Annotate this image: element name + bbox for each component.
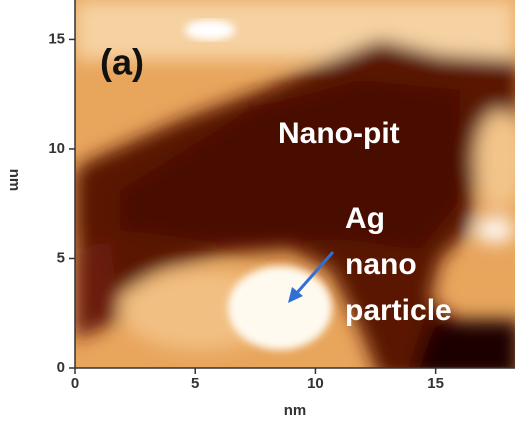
x-tick-label: 15: [427, 375, 444, 392]
x-axis-label: nm: [284, 402, 307, 419]
x-tick-label: 10: [307, 375, 324, 392]
annotation: nano: [345, 248, 417, 281]
y-tick-label: 5: [57, 249, 65, 266]
y-tick-label: 10: [48, 140, 65, 157]
annotation: particle: [345, 294, 452, 327]
annotation: Ag: [345, 202, 385, 235]
x-tick-label: 5: [191, 375, 199, 392]
y-axis-label: nm: [6, 169, 23, 192]
annotation: Nano-pit: [278, 117, 400, 150]
panel-label: (a): [100, 42, 144, 83]
y-tick-label: 15: [48, 30, 65, 47]
figure: (a) Nano-pit Ag nano particle nm nm 0 5 10…: [0, 0, 515, 419]
x-tick-label: 0: [71, 375, 79, 392]
y-tick-label: 0: [57, 359, 65, 376]
